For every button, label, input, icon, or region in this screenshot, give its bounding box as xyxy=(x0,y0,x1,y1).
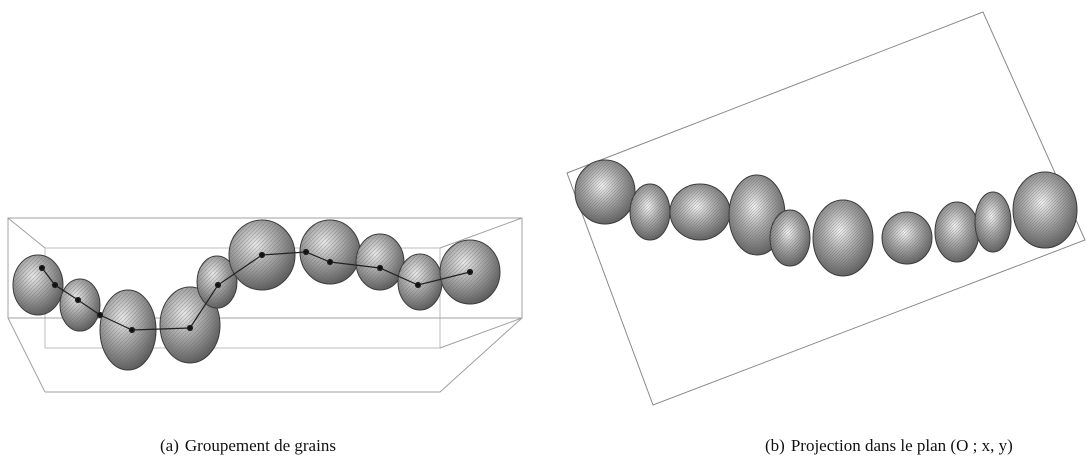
panel-a-grain-group xyxy=(0,0,540,420)
grains-a xyxy=(12,219,501,371)
bounding-box-b xyxy=(566,11,1086,406)
caption-b-text: Projection dans le plan (O ; x, y) xyxy=(790,436,1013,455)
caption-b-tag: (b) xyxy=(765,436,785,455)
panel-b-projection xyxy=(545,0,1089,420)
caption-a: (a) Groupement de grains xyxy=(160,436,336,456)
caption-a-tag: (a) xyxy=(160,436,179,455)
caption-a-text: Groupement de grains xyxy=(184,436,336,455)
skeleton-line xyxy=(38,248,474,334)
panel-a-render xyxy=(7,217,523,393)
grains-b xyxy=(574,159,1078,277)
caption-b: (b) Projection dans le plan (O ; x, y) xyxy=(765,436,1013,456)
panel-b-render xyxy=(566,11,1086,406)
